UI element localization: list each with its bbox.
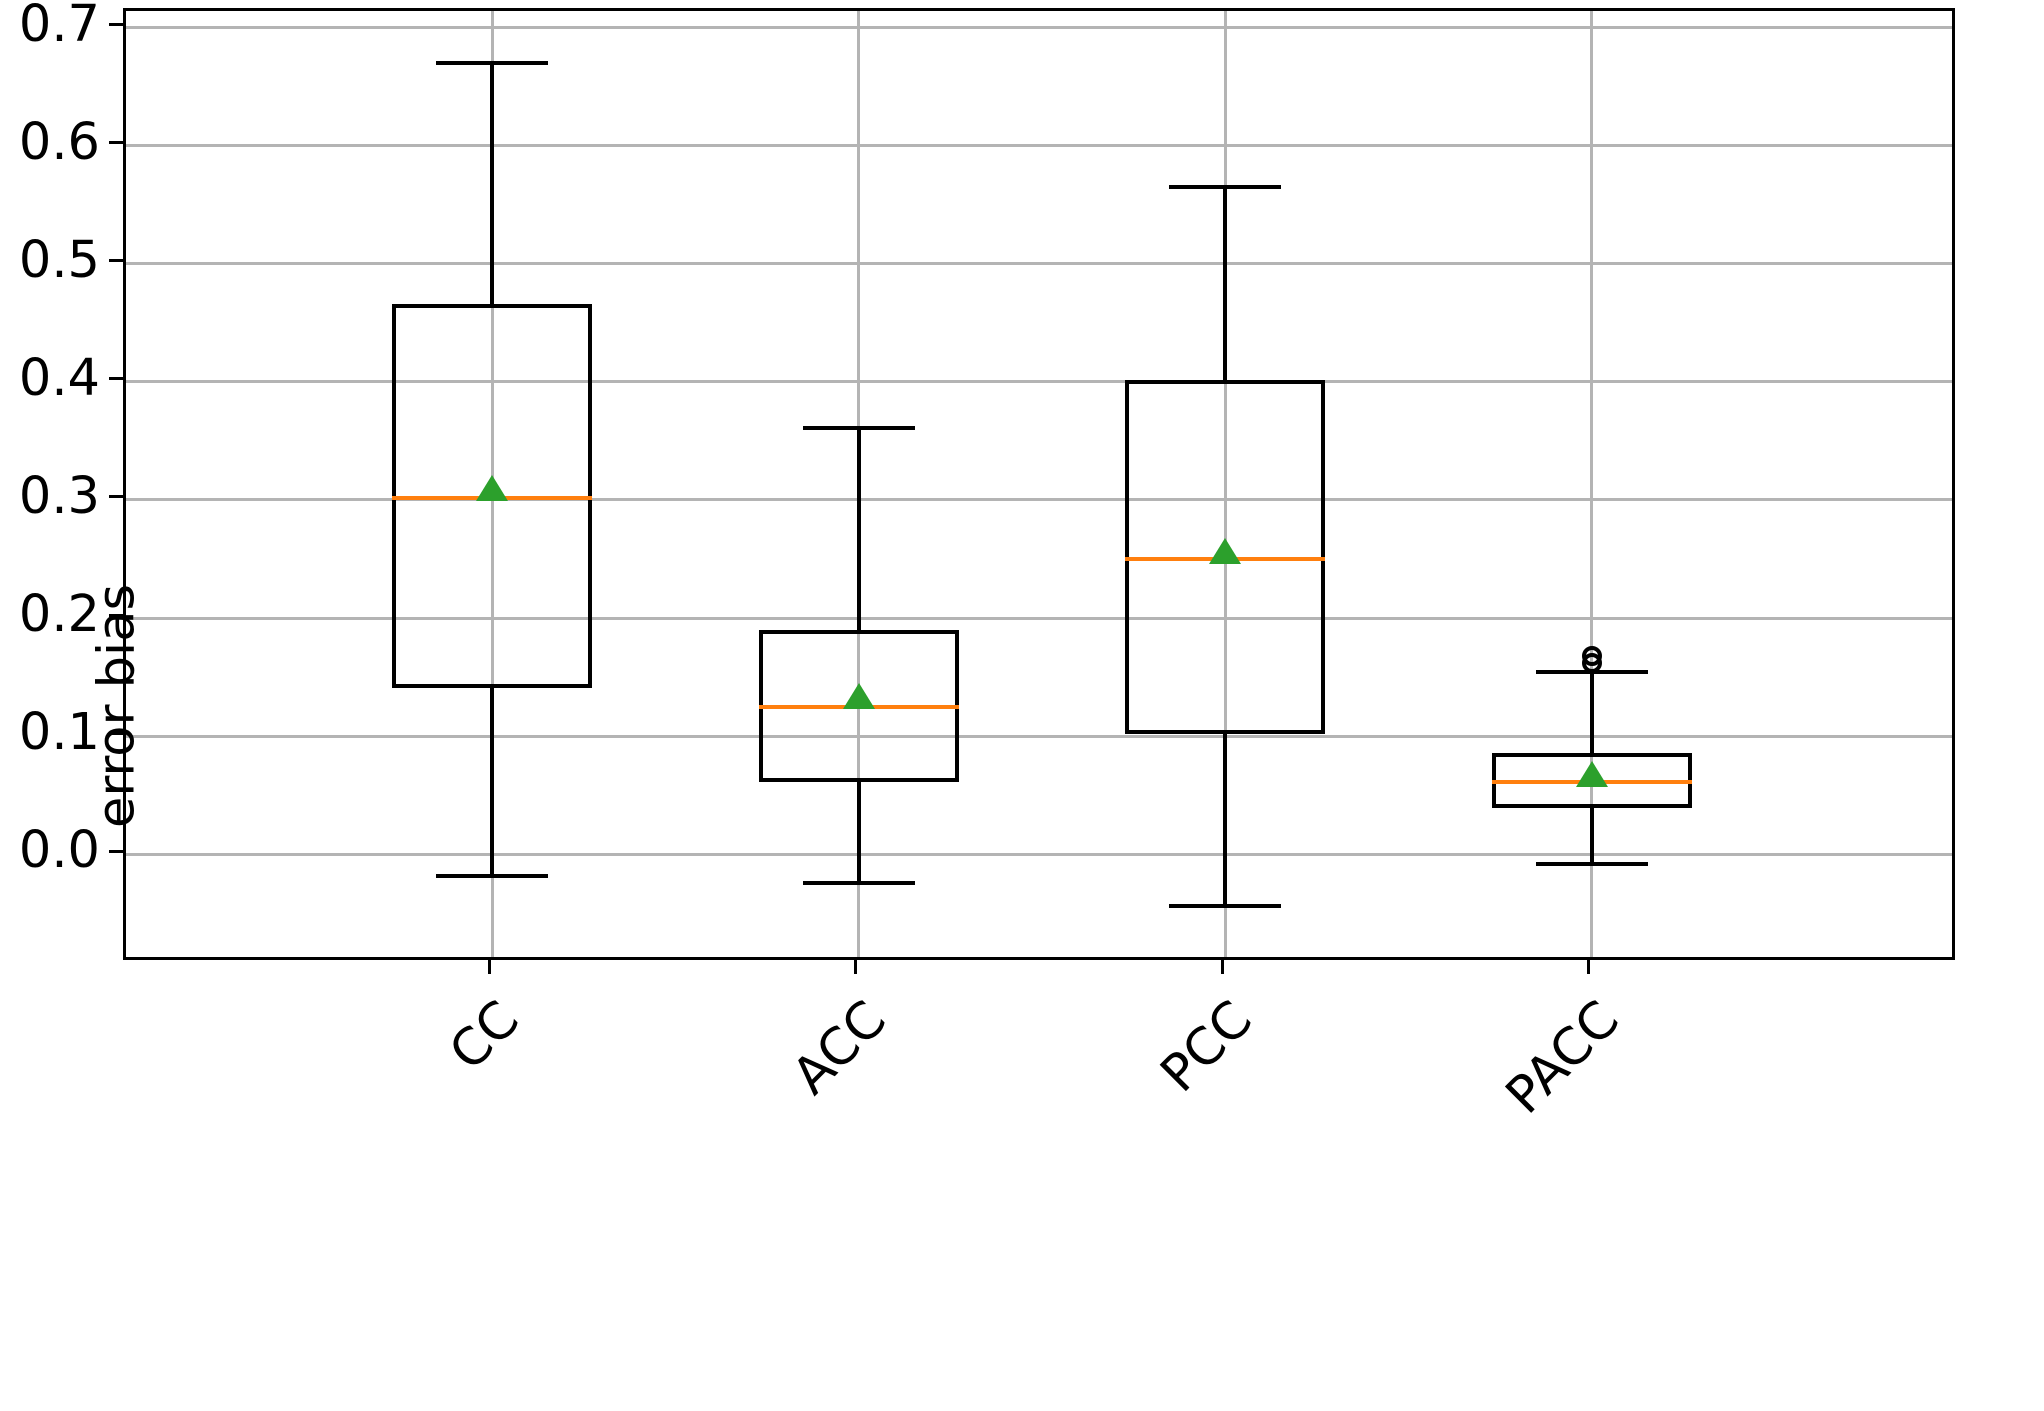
outlier-marker-pacc-1 <box>1581 645 1602 666</box>
x-tick-mark <box>1587 960 1591 974</box>
x-tick-label-acc: ACC <box>781 990 898 1107</box>
y-tick-label: 0.5 <box>18 230 100 290</box>
gridline-horizontal <box>126 616 1952 620</box>
gridline-horizontal <box>126 144 1952 148</box>
whisker-cap-lower-cc <box>436 873 549 878</box>
y-tick-mark <box>109 495 123 499</box>
x-tick-mark <box>487 960 491 974</box>
whisker-cap-lower-acc <box>802 880 915 885</box>
y-tick-label: 0.1 <box>18 703 100 763</box>
gridline-horizontal <box>126 498 1952 502</box>
mean-marker-pacc <box>1575 761 1608 788</box>
y-tick-mark <box>109 23 123 27</box>
y-tick-label: 0.4 <box>18 348 100 408</box>
whisker-lower-pcc <box>1223 733 1228 907</box>
whisker-upper-cc <box>490 62 495 304</box>
whisker-cap-lower-pacc <box>1535 861 1648 866</box>
whisker-lower-pacc <box>1589 808 1594 864</box>
y-tick-mark <box>109 613 123 617</box>
y-tick-label: 0.0 <box>18 821 100 881</box>
gridline-horizontal <box>126 852 1952 856</box>
gridline-horizontal <box>126 262 1952 266</box>
whisker-upper-acc <box>856 427 861 630</box>
plot-area <box>123 8 1955 960</box>
whisker-lower-cc <box>490 687 495 876</box>
mean-marker-acc <box>842 683 875 710</box>
gridline-horizontal <box>126 734 1952 738</box>
gridline-vertical <box>1223 11 1227 957</box>
y-tick-label: 0.6 <box>18 112 100 172</box>
x-tick-label-pcc: PCC <box>1150 990 1264 1104</box>
gridline-vertical <box>1590 11 1594 957</box>
mean-marker-pcc <box>1209 537 1242 564</box>
whisker-lower-acc <box>856 782 861 883</box>
x-tick-label-cc: CC <box>439 990 532 1083</box>
gridline-horizontal <box>126 380 1952 384</box>
gridline-horizontal <box>126 26 1952 30</box>
y-tick-mark <box>109 849 123 853</box>
x-tick-mark <box>1220 960 1224 974</box>
x-tick-label-pacc: PACC <box>1494 990 1631 1126</box>
whisker-cap-upper-cc <box>436 60 549 65</box>
whisker-cap-upper-acc <box>802 425 915 430</box>
mean-marker-cc <box>476 475 509 502</box>
y-tick-label: 0.7 <box>18 0 100 54</box>
y-tick-label: 0.2 <box>18 585 100 645</box>
y-tick-label: 0.3 <box>18 466 100 526</box>
y-tick-mark <box>109 377 123 381</box>
whisker-upper-pcc <box>1223 186 1228 380</box>
whisker-cap-lower-pcc <box>1169 904 1282 909</box>
whisker-cap-upper-pcc <box>1169 184 1282 189</box>
y-tick-mark <box>109 731 123 735</box>
box-pcc <box>1125 379 1326 734</box>
y-tick-mark <box>109 259 123 263</box>
whisker-upper-pacc <box>1589 672 1594 753</box>
y-tick-mark <box>109 141 123 145</box>
x-tick-mark <box>854 960 858 974</box>
